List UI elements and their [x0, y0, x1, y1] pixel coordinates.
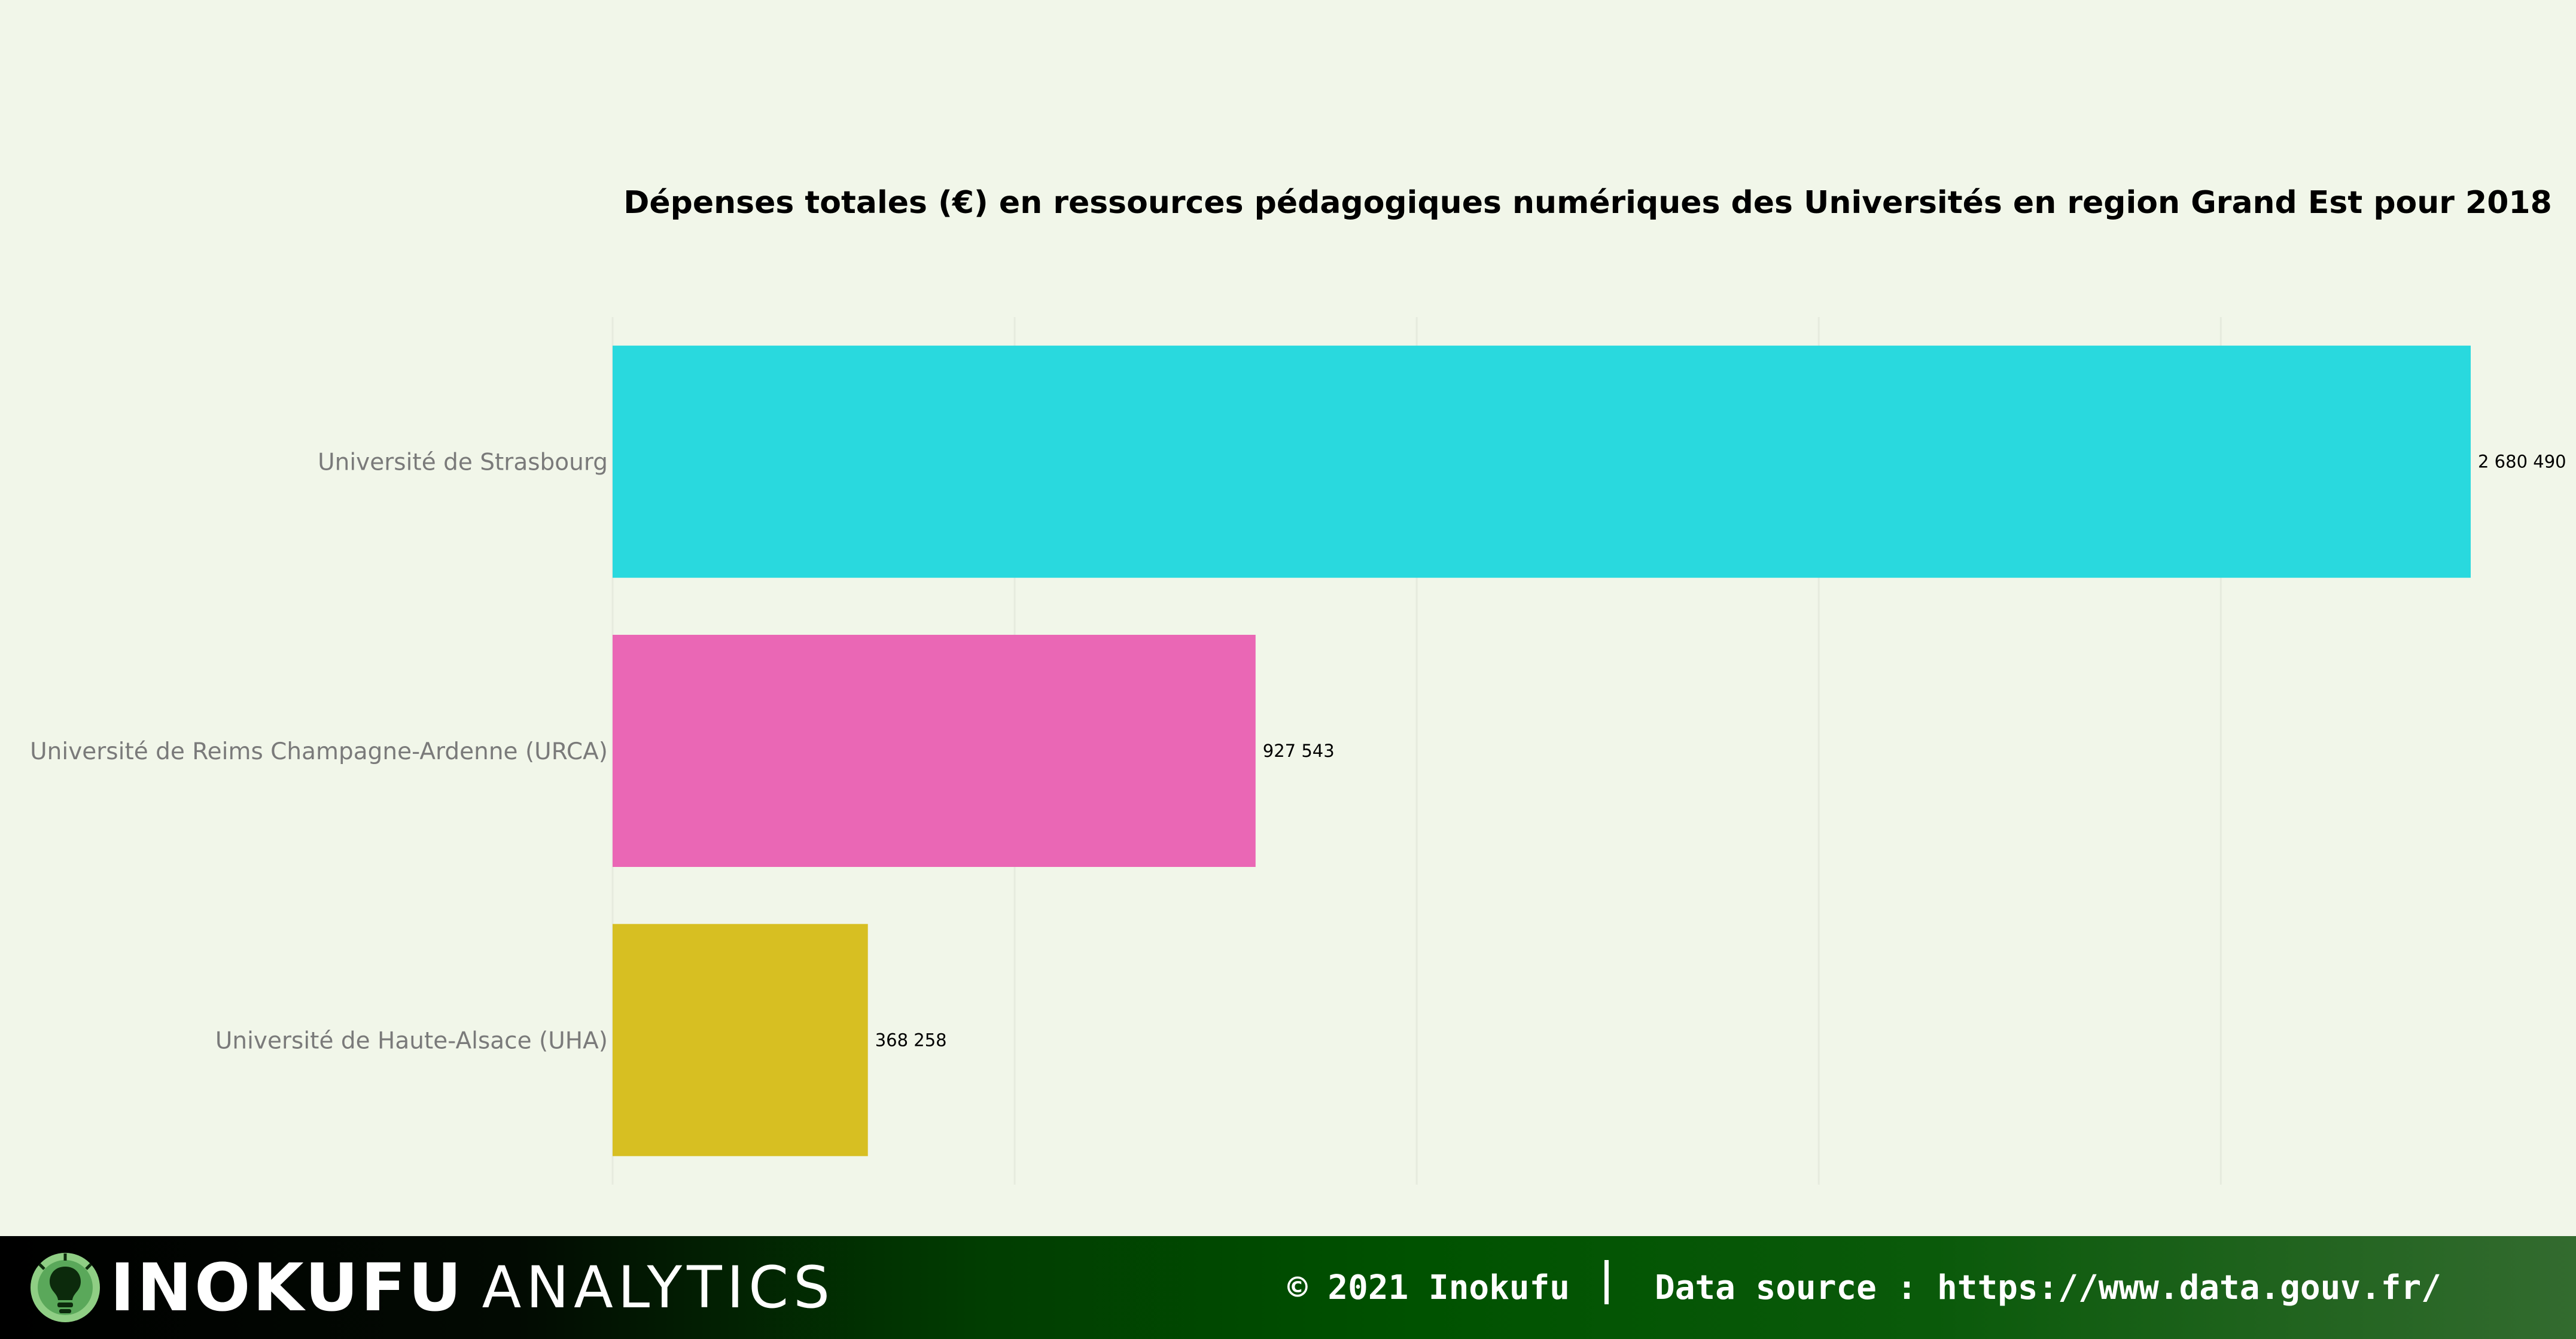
bars	[613, 345, 2471, 1157]
copyright-text: © 2021 Inokufu	[1287, 1268, 1570, 1307]
value-labels: 2 680 490 927 543 368 258	[875, 452, 2566, 1051]
data-source-text: Data source : https://www.data.gouv.fr/	[1655, 1268, 2441, 1307]
brand-name: INOKUFU	[110, 1249, 464, 1326]
value-label: 368 258	[875, 1030, 947, 1050]
footer-banner: INOKUFU ANALYTICS © 2021 Inokufu Data so…	[0, 1236, 2576, 1339]
brand-suffix: ANALYTICS	[482, 1254, 835, 1321]
category-labels: Université de Strasbourg Université de Re…	[30, 449, 608, 1055]
value-label: 927 543	[1263, 741, 1335, 761]
inokufu-logo: INOKUFU ANALYTICS	[29, 1250, 835, 1325]
bar	[613, 635, 1256, 867]
chart-title: Dépenses totales (€) en ressources pédag…	[623, 185, 2552, 221]
bar-chart: Dépenses totales (€) en ressources pédag…	[30, 185, 2566, 1185]
lightbulb-logo-icon	[31, 1253, 100, 1322]
value-label: 2 680 490	[2478, 452, 2566, 472]
footer-separator	[1604, 1260, 1609, 1304]
bar	[613, 924, 868, 1157]
bar	[613, 345, 2471, 578]
category-label: Université de Strasbourg	[318, 449, 608, 476]
category-label: Université de Reims Champagne-Ardenne (U…	[30, 738, 608, 765]
category-label: Université de Haute-Alsace (UHA)	[215, 1027, 608, 1054]
